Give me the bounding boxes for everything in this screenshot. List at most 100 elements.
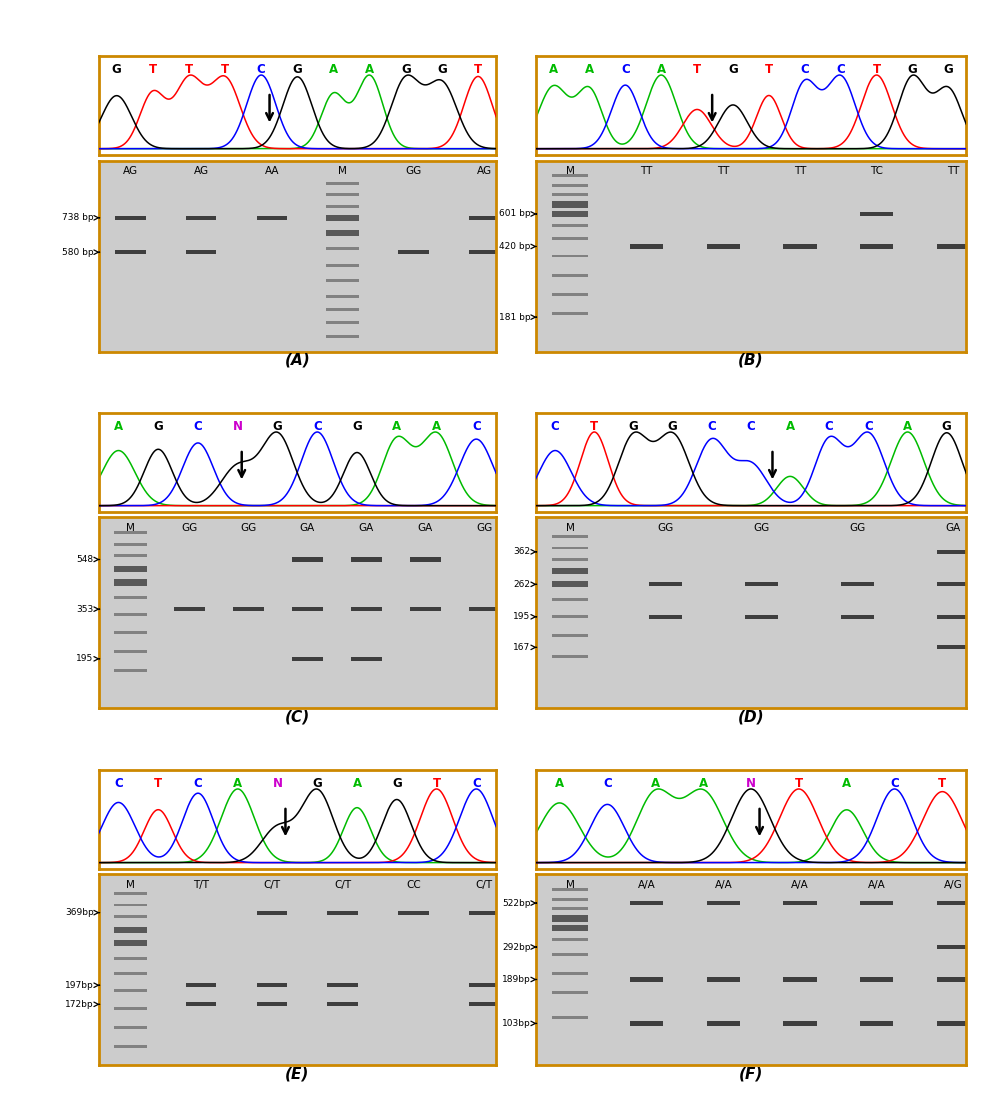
Text: C: C xyxy=(801,63,810,76)
Text: C: C xyxy=(825,421,833,434)
Text: TT: TT xyxy=(794,167,807,177)
Text: G: G xyxy=(293,63,303,76)
Text: 197bp: 197bp xyxy=(65,980,94,989)
Bar xyxy=(552,1016,588,1019)
Bar xyxy=(326,321,359,325)
Text: TC: TC xyxy=(871,167,883,177)
Bar xyxy=(469,1002,500,1007)
Bar xyxy=(113,566,147,572)
Bar xyxy=(113,957,147,960)
Bar xyxy=(937,582,970,586)
Text: A: A xyxy=(549,63,558,76)
Bar xyxy=(326,295,359,298)
Bar xyxy=(113,554,147,558)
Bar xyxy=(860,901,893,905)
Bar xyxy=(552,558,588,561)
Bar xyxy=(469,984,500,987)
Text: GA: GA xyxy=(946,523,961,533)
Text: M: M xyxy=(566,880,575,890)
Text: 353: 353 xyxy=(77,605,94,614)
Text: T: T xyxy=(765,63,773,76)
Bar xyxy=(630,1021,664,1026)
Bar xyxy=(650,582,682,586)
Text: 548: 548 xyxy=(77,555,94,564)
Text: G: G xyxy=(942,421,951,434)
Text: M: M xyxy=(338,167,347,177)
Text: A: A xyxy=(114,421,123,434)
Bar xyxy=(256,911,287,915)
Text: G: G xyxy=(437,63,447,76)
Bar xyxy=(113,669,147,671)
Bar xyxy=(841,582,875,586)
Bar xyxy=(113,892,147,895)
Bar xyxy=(113,1044,147,1048)
Bar xyxy=(113,531,147,534)
Bar xyxy=(552,255,588,257)
Text: A: A xyxy=(432,421,441,434)
Text: AG: AG xyxy=(193,167,209,177)
Text: (A): (A) xyxy=(285,352,311,368)
Text: T: T xyxy=(939,777,947,790)
Bar xyxy=(326,214,359,221)
Text: C: C xyxy=(472,421,480,434)
Text: (E): (E) xyxy=(285,1066,310,1081)
Bar xyxy=(327,911,358,915)
Text: A: A xyxy=(555,777,564,790)
Text: A/A: A/A xyxy=(868,880,885,890)
Bar xyxy=(186,984,217,987)
Text: 262: 262 xyxy=(514,580,530,588)
Text: GA: GA xyxy=(359,523,374,533)
Bar xyxy=(937,977,970,981)
Text: GG: GG xyxy=(476,523,492,533)
Text: 369bp: 369bp xyxy=(65,909,94,917)
Bar xyxy=(552,615,588,618)
Text: C: C xyxy=(621,63,630,76)
Bar xyxy=(937,615,970,619)
Text: C: C xyxy=(193,777,202,790)
Text: G: G xyxy=(401,63,411,76)
Bar xyxy=(175,607,205,612)
Bar xyxy=(552,201,588,208)
Bar xyxy=(327,1002,358,1007)
Bar xyxy=(860,1021,893,1026)
Bar xyxy=(326,335,359,338)
Bar xyxy=(552,973,588,975)
Bar xyxy=(113,614,147,616)
Bar xyxy=(113,1026,147,1029)
Text: AG: AG xyxy=(476,167,492,177)
Bar xyxy=(398,251,429,254)
Text: T: T xyxy=(795,777,803,790)
Text: A: A xyxy=(651,777,660,790)
Text: N: N xyxy=(746,777,756,790)
Bar xyxy=(784,1021,816,1026)
Bar xyxy=(784,977,816,981)
Bar xyxy=(937,244,970,248)
Bar xyxy=(113,580,147,585)
Bar xyxy=(860,977,893,981)
Bar xyxy=(292,607,322,612)
Text: G: G xyxy=(111,63,121,76)
Text: G: G xyxy=(391,777,401,790)
Bar xyxy=(113,1007,147,1010)
Bar xyxy=(552,635,588,637)
Text: 420 bp: 420 bp xyxy=(499,242,530,251)
Text: A: A xyxy=(233,777,243,790)
Bar xyxy=(326,247,359,250)
Bar xyxy=(113,903,147,906)
Text: G: G xyxy=(668,421,677,434)
Text: N: N xyxy=(233,421,243,434)
Bar xyxy=(745,582,778,586)
Bar xyxy=(937,901,970,905)
Bar xyxy=(937,945,970,949)
Text: A/A: A/A xyxy=(638,880,656,890)
Bar xyxy=(469,215,500,220)
Bar xyxy=(552,581,588,587)
Bar xyxy=(113,989,147,992)
Text: 172bp: 172bp xyxy=(65,1000,94,1009)
Text: GG: GG xyxy=(405,167,422,177)
Bar xyxy=(113,596,147,599)
Bar xyxy=(256,1002,287,1007)
Text: 522bp: 522bp xyxy=(502,899,530,907)
Bar xyxy=(707,244,740,248)
Text: T: T xyxy=(474,63,482,76)
